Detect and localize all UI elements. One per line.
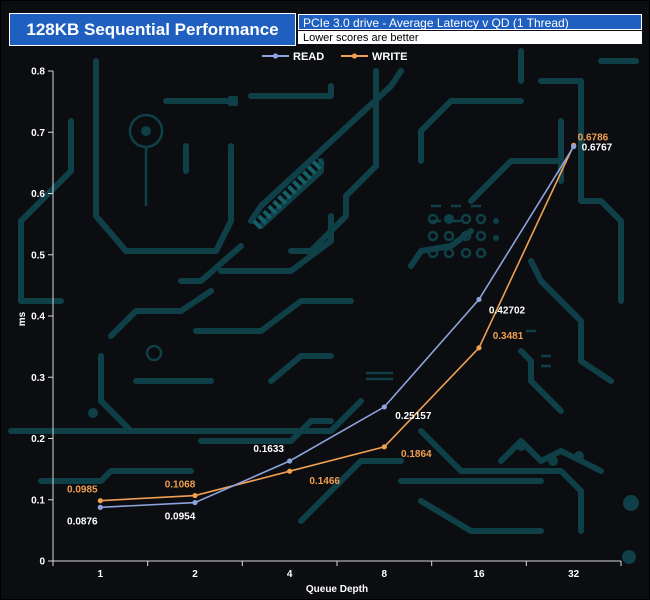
series-line-write [100,145,575,502]
series-read [97,143,577,510]
y-tick-label: 0.2 [31,434,45,445]
data-labels-read: 0.0876 0.0954 0.1633 0.25157 0.42702 0.6767 [67,143,613,528]
data-point-write [287,468,293,474]
data-label-read: 0.1633 [253,444,284,455]
y-tick-label: 0.4 [31,312,45,323]
circuit-background [8,48,639,564]
y-tick-label: 0 [39,557,45,568]
y-tick-label: 0.5 [31,250,45,261]
data-label-read: 0.25157 [395,411,432,422]
data-point-write [192,492,198,499]
data-label-read: 0.0876 [67,516,98,527]
data-label-write: 0.1466 [309,476,340,487]
data-point-write [97,498,103,504]
x-axis-ticks: 1 2 4 8 16 32 [52,561,622,580]
data-label-read: 0.0954 [165,512,196,523]
series-line-read [100,146,575,509]
data-point-read [381,404,387,410]
legend-read-marker [272,53,279,59]
legend: READ WRITE [262,51,407,63]
data-label-write: 0.3481 [493,331,524,342]
data-point-read [476,296,482,303]
x-axis-label: Queue Depth [306,584,368,595]
data-point-read [287,458,293,464]
data-label-read: 0.6767 [582,143,613,154]
data-point-read [97,504,103,510]
data-label-read: 0.42702 [489,305,526,316]
x-tick-label: 4 [287,569,293,580]
chart-note: Lower scores are better [298,31,642,44]
data-label-write: 0.6786 [578,132,609,143]
y-axis-ticks: 0 0.1 0.2 0.3 0.4 0.5 0.6 0.7 0.8 [31,67,53,568]
series-write [97,142,577,504]
x-tick-label: 8 [382,569,388,580]
data-point-read [571,143,577,150]
y-tick-label: 0.6 [31,189,45,200]
y-tick-label: 0.3 [31,373,45,384]
y-tick-label: 0.7 [31,128,45,139]
data-label-write: 0.1068 [165,480,196,491]
data-point-read [192,499,198,506]
x-tick-label: 1 [98,569,104,580]
series-layer: 0.0876 0.09540.16330.251570.427020.67670.… [67,132,613,527]
y-axis-label: ms [17,311,28,326]
data-point-write [476,345,482,351]
y-tick-label: 0.1 [31,495,45,506]
x-tick-label: 16 [473,569,485,580]
x-tick-label: 2 [192,569,198,580]
data-label-write: 0.0985 [67,485,98,496]
legend-read-label: READ [293,51,324,63]
chart-subtitle: PCIe 3.0 drive - Average Latency v QD (1… [298,14,642,30]
chart-title: 128KB Sequential Performance [9,13,296,46]
data-label-write: 0.1864 [401,449,432,460]
x-tick-label: 32 [568,569,580,580]
legend-write-label: WRITE [372,51,407,63]
y-tick-label: 0.8 [31,67,45,78]
data-point-write [381,444,387,450]
legend-write-marker [351,53,358,59]
data-labels-write: 0.0985 0.1068 0.1466 0.1864 0.3481 0.6786 [67,132,609,495]
